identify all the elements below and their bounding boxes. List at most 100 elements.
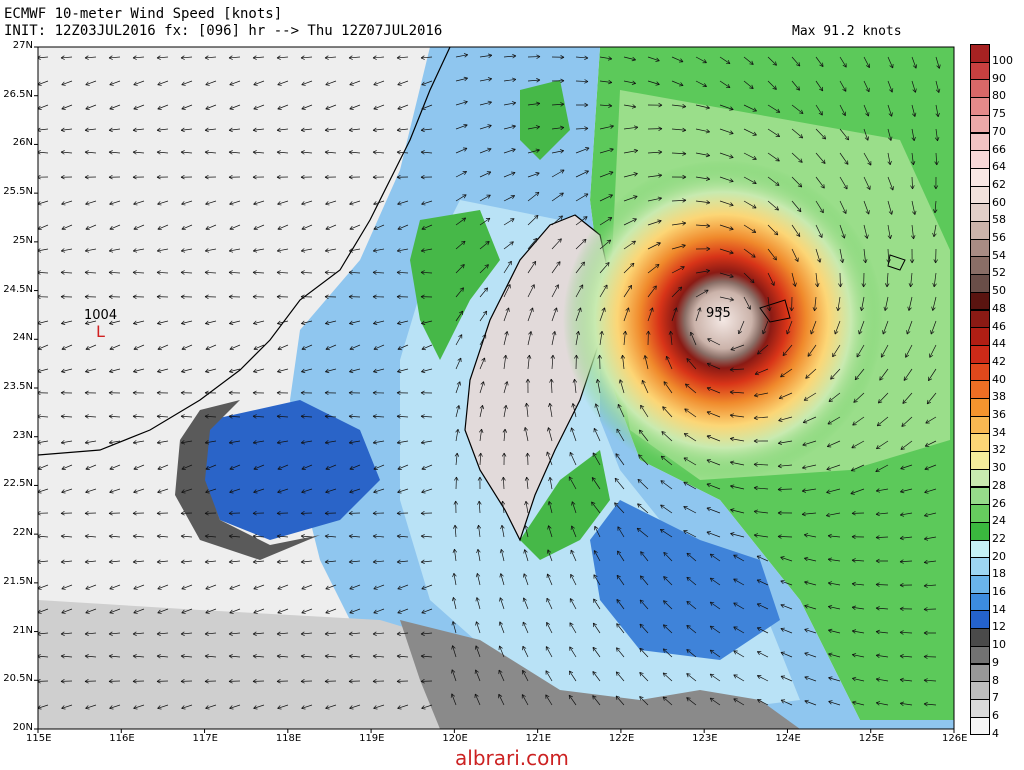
colorbar-swatch [970, 186, 990, 205]
colorbar-label: 42 [992, 355, 1006, 368]
lon-label: 120E [442, 733, 467, 744]
colorbar-label: 44 [992, 337, 1006, 350]
colorbar-label: 38 [992, 390, 1006, 403]
colorbar-swatch [970, 717, 990, 736]
colorbar-swatch [970, 345, 990, 364]
colorbar-swatch [970, 398, 990, 417]
colorbar-label: 16 [992, 585, 1006, 598]
colorbar-swatch [970, 133, 990, 152]
colorbar-label: 100 [992, 54, 1013, 67]
colorbar-swatch [970, 363, 990, 382]
colorbar-swatch [970, 664, 990, 683]
colorbar-swatch [970, 221, 990, 240]
colorbar-swatch [970, 557, 990, 576]
colorbar-label: 46 [992, 320, 1006, 333]
colorbar-swatch [970, 469, 990, 488]
colorbar-label: 6 [992, 709, 999, 722]
lon-label: 126E [942, 733, 967, 744]
colorbar-label: 80 [992, 89, 1006, 102]
colorbar-swatch [970, 610, 990, 629]
lon-label: 115E [26, 733, 51, 744]
colorbar-swatch [970, 203, 990, 222]
lat-label: 21.5N [3, 576, 33, 587]
colorbar-swatch [970, 380, 990, 399]
lon-label: 117E [193, 733, 218, 744]
colorbar-swatch [970, 168, 990, 187]
lon-label: 122E [609, 733, 634, 744]
colorbar-label: 56 [992, 231, 1006, 244]
lon-label: 124E [775, 733, 800, 744]
lat-label: 25N [13, 235, 33, 246]
colorbar-swatch [970, 79, 990, 98]
lon-label: 125E [859, 733, 884, 744]
colorbar-label: 66 [992, 143, 1006, 156]
lat-label: 22.5N [3, 478, 33, 489]
colorbar-label: 36 [992, 408, 1006, 421]
lon-label: 123E [692, 733, 717, 744]
colorbar-label: 7 [992, 691, 999, 704]
colorbar-label: 52 [992, 266, 1006, 279]
colorbar-swatch [970, 451, 990, 470]
colorbar-swatch [970, 115, 990, 134]
lat-label: 26N [13, 137, 33, 148]
low-pressure-value: 1004 [84, 308, 117, 323]
colorbar-swatch [970, 504, 990, 523]
colorbar-swatch [970, 274, 990, 293]
lat-label: 24N [13, 332, 33, 343]
lat-label: 20.5N [3, 673, 33, 684]
colorbar-label: 14 [992, 603, 1006, 616]
lat-label: 25.5N [3, 186, 33, 197]
colorbar-label: 26 [992, 497, 1006, 510]
colorbar-swatch [970, 522, 990, 541]
colorbar-label: 10 [992, 638, 1006, 651]
colorbar-swatch [970, 575, 990, 594]
lat-label: 21N [13, 625, 33, 636]
colorbar-label: 20 [992, 550, 1006, 563]
colorbar-label: 24 [992, 514, 1006, 527]
colorbar-label: 32 [992, 443, 1006, 456]
colorbar-label: 12 [992, 620, 1006, 633]
colorbar-swatch [970, 239, 990, 258]
low-pressure-marker: L [96, 322, 105, 341]
colorbar-label: 40 [992, 373, 1006, 386]
colorbar-label: 54 [992, 249, 1006, 262]
lon-label: 119E [359, 733, 384, 744]
lon-label: 118E [276, 733, 301, 744]
colorbar-label: 8 [992, 674, 999, 687]
colorbar-swatch [970, 487, 990, 506]
lat-label: 20N [13, 722, 33, 733]
colorbar-label: 60 [992, 196, 1006, 209]
colorbar-swatch [970, 699, 990, 718]
colorbar-swatch [970, 593, 990, 612]
colorbar-label: 48 [992, 302, 1006, 315]
colorbar-label: 90 [992, 72, 1006, 85]
colorbar-swatch [970, 327, 990, 346]
colorbar-label: 70 [992, 125, 1006, 138]
colorbar-swatch [970, 310, 990, 329]
lat-label: 24.5N [3, 284, 33, 295]
colorbar-label: 28 [992, 479, 1006, 492]
lat-label: 23N [13, 430, 33, 441]
colorbar-label: 30 [992, 461, 1006, 474]
colorbar-label: 9 [992, 656, 999, 669]
colorbar-swatch [970, 44, 990, 63]
typhoon-pressure-value: 955 [706, 306, 731, 321]
colorbar-swatch [970, 416, 990, 435]
colorbar-label: 4 [992, 727, 999, 740]
colorbar-swatch [970, 433, 990, 452]
lon-label: 116E [109, 733, 134, 744]
colorbar-label: 58 [992, 213, 1006, 226]
watermark: albrari.com [455, 746, 569, 770]
colorbar-swatch [970, 681, 990, 700]
colorbar-label: 18 [992, 567, 1006, 580]
colorbar-label: 50 [992, 284, 1006, 297]
lat-label: 22N [13, 527, 33, 538]
colorbar-label: 62 [992, 178, 1006, 191]
colorbar-label: 34 [992, 426, 1006, 439]
colorbar-label: 64 [992, 160, 1006, 173]
colorbar-label: 75 [992, 107, 1006, 120]
colorbar-swatch [970, 292, 990, 311]
colorbar-swatch [970, 150, 990, 169]
colorbar-swatch [970, 256, 990, 275]
